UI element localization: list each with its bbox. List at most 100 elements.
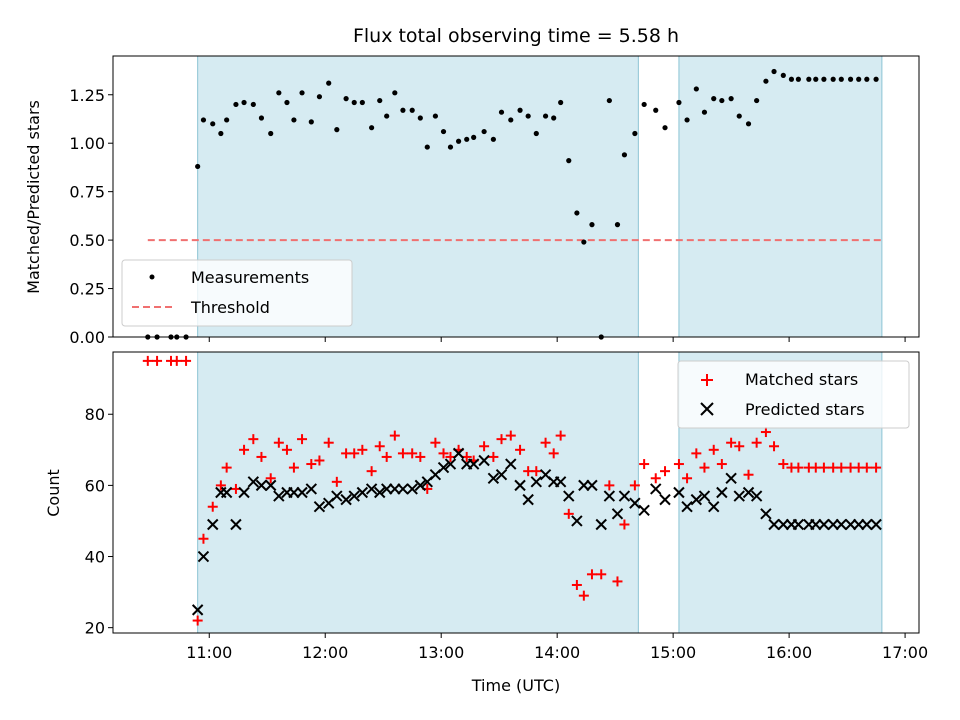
predicted-star-point: [478, 454, 490, 467]
predicted-star-point: [733, 490, 745, 502]
measurement-point: [632, 130, 638, 137]
predicted-star-point: [618, 490, 631, 502]
matched-star-point: [496, 434, 507, 445]
matched-star-point: [331, 476, 342, 487]
predicted-star-point: [296, 486, 308, 499]
measurement-point: [334, 127, 340, 133]
measurement-point: [299, 90, 305, 96]
measurement-point: [326, 80, 332, 86]
top-legend: Measurements Threshold: [121, 259, 353, 327]
predicted-star-point: [768, 518, 780, 531]
measurement-point: [813, 76, 819, 82]
measurement-point: [174, 334, 180, 340]
predicted-star-point: [467, 458, 480, 470]
matched-star-point: [629, 480, 640, 491]
predicted-star-point: [835, 518, 848, 531]
matched-star-point: [239, 444, 250, 455]
measurement-point: [728, 96, 734, 102]
matched-star-point: [793, 462, 804, 473]
matched-star-point: [256, 451, 267, 462]
xtick-label: 17:00: [882, 643, 928, 662]
measurement-point: [377, 97, 383, 104]
measurement-point: [440, 128, 447, 135]
predicted-star-point: [690, 493, 703, 506]
measurement-point: [711, 96, 717, 102]
measurement-point: [806, 76, 812, 82]
matched-star-point: [397, 448, 408, 459]
predicted-star-point: [870, 518, 882, 531]
top-ytick-label: 0.25: [69, 280, 105, 299]
xtick-label: 14:00: [534, 643, 580, 662]
measurement-point: [771, 68, 777, 75]
measurement-point: [574, 210, 580, 216]
matched-star-point: [691, 448, 702, 459]
measurement-point: [284, 99, 290, 106]
measurement-point: [873, 76, 879, 82]
matched-star-point: [479, 441, 490, 452]
matched-star-point: [639, 459, 650, 470]
top-plot-frame: [112, 55, 920, 338]
matched-star-point: [221, 462, 232, 473]
matched-star-point: [357, 444, 368, 455]
matched-star-point: [381, 451, 392, 462]
measurement-point: [498, 109, 505, 115]
measurement-point: [693, 86, 699, 92]
matched-star-point: [778, 459, 789, 470]
measurement-point: [218, 130, 224, 137]
measurement-point: [763, 78, 769, 84]
predicted-star-point: [530, 476, 543, 488]
matched-star-point: [288, 462, 299, 473]
measurement-point: [200, 117, 207, 123]
matched-star-point: [366, 466, 377, 477]
predicted-star-point: [586, 479, 598, 492]
measurement-point: [719, 97, 725, 104]
measurement-point: [424, 144, 430, 150]
matched-star-point: [586, 569, 597, 580]
matched-star-point: [836, 462, 847, 473]
predicted-star-point: [638, 504, 650, 516]
predicted-star-point: [522, 493, 534, 506]
predicted-star-point: [861, 518, 873, 531]
measurement-point: [606, 97, 612, 104]
measurement-point: [754, 97, 760, 104]
matched-star-point: [314, 455, 325, 466]
matched-star-point: [769, 441, 780, 452]
matched-star-point: [192, 615, 203, 626]
predicted-star-point: [792, 518, 805, 531]
measurement-point: [145, 334, 151, 340]
top-ytick-label: 0.75: [69, 183, 105, 202]
matched-star-point: [743, 469, 754, 480]
predicted-star-point: [629, 497, 641, 509]
matched-star-point: [699, 462, 710, 473]
matched-star-point: [716, 459, 727, 470]
predicted-star-point: [554, 476, 567, 488]
measurement-point: [780, 72, 786, 78]
measurement-point: [417, 115, 423, 121]
predicted-star-point: [777, 518, 790, 531]
legend-measurements-marker: [149, 274, 155, 280]
top-shaded-interval-1: [678, 55, 883, 338]
predicted-star-point: [444, 458, 457, 470]
legend-predicted-marker: [700, 402, 714, 416]
bottom-legend: Matched stars Predicted stars: [677, 360, 910, 429]
measurement-point: [392, 90, 398, 96]
xtick-label: 15:00: [650, 643, 696, 662]
chart-title: Flux total observing time = 5.58 h: [353, 25, 679, 47]
measurement-point: [210, 121, 216, 127]
predicted-star-point: [844, 518, 857, 531]
matched-star-point: [660, 466, 671, 477]
bot-ytick-label: 20: [85, 619, 105, 638]
predicted-star-point: [750, 490, 763, 502]
predicted-star-point: [230, 518, 242, 531]
predicted-star-point: [356, 486, 369, 499]
measurement-point: [258, 115, 265, 121]
matched-star-point: [531, 466, 542, 477]
matched-star-point: [488, 451, 499, 462]
legend-threshold-label: Threshold: [190, 298, 270, 317]
predicted-star-point: [437, 461, 450, 474]
measurement-point: [581, 239, 587, 245]
matched-star-point: [548, 448, 559, 459]
matched-star-point: [207, 501, 218, 512]
top-panel: 0.00 0.25 0.50 0.75 1.00 1.25 Matched/Predict…: [24, 55, 920, 347]
